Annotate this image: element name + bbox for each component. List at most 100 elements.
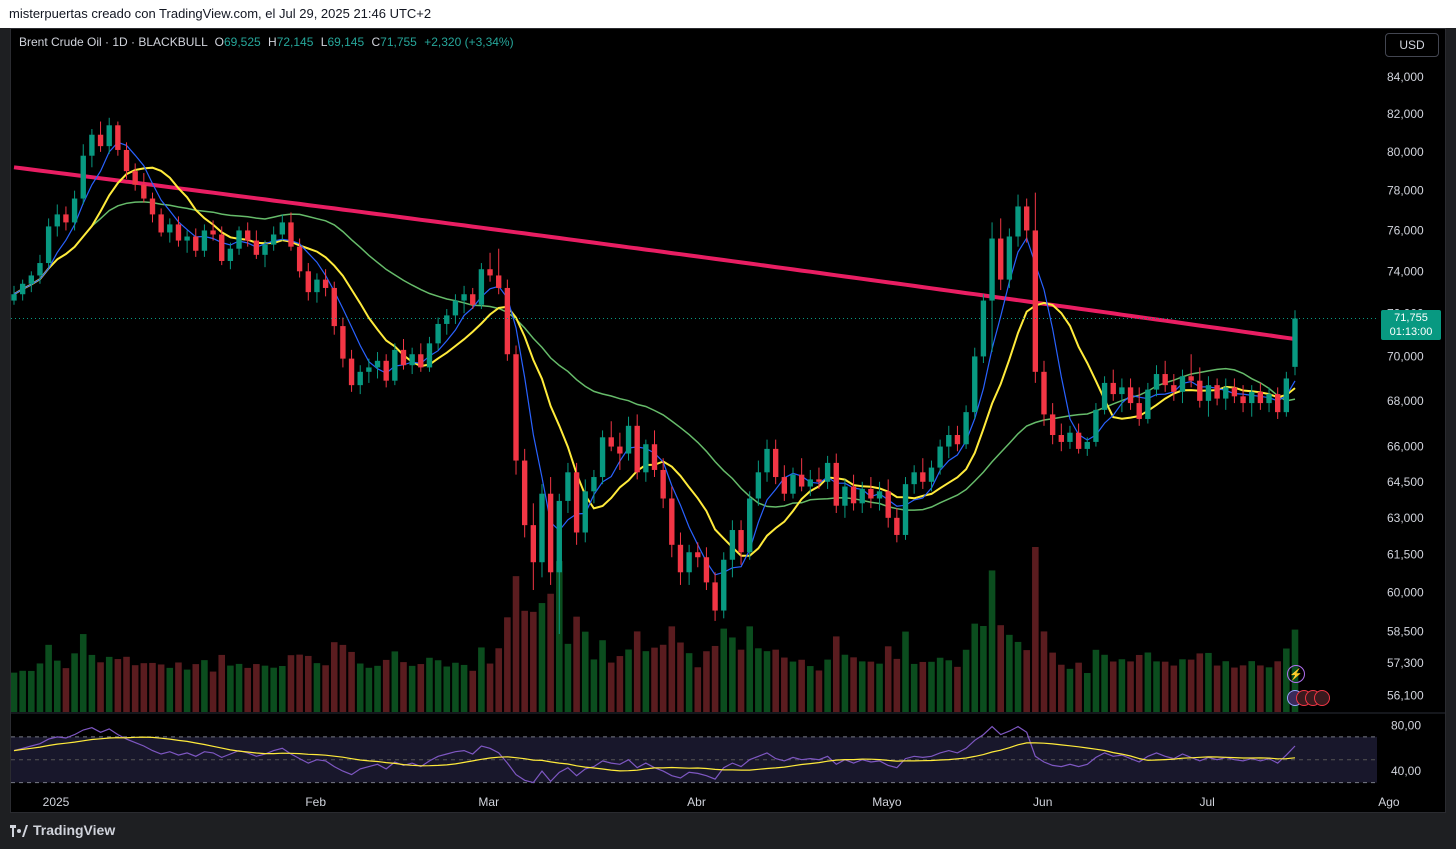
candle-body bbox=[1292, 318, 1298, 367]
candle-body bbox=[954, 435, 961, 445]
candle bbox=[54, 204, 60, 237]
volume-bar bbox=[348, 651, 355, 712]
volume-bar bbox=[287, 655, 295, 712]
candle bbox=[582, 479, 588, 543]
volume-bar bbox=[140, 663, 148, 712]
candle-body bbox=[781, 477, 788, 494]
candle bbox=[461, 285, 467, 314]
candle-body bbox=[1249, 391, 1255, 404]
volume-bar bbox=[642, 651, 650, 712]
candle-body bbox=[314, 279, 320, 293]
candle bbox=[1145, 382, 1151, 424]
candle-body bbox=[496, 275, 502, 288]
rsi-tick-label: 80,00 bbox=[1391, 718, 1421, 732]
candle-body bbox=[426, 343, 433, 368]
x-tick-label: Mar bbox=[478, 795, 499, 809]
volume-bar bbox=[452, 662, 459, 712]
volume-bar bbox=[391, 651, 399, 712]
candle-body bbox=[288, 222, 294, 247]
candle bbox=[963, 405, 969, 449]
candle bbox=[1093, 403, 1099, 447]
volume-bar bbox=[1231, 667, 1238, 712]
economic-events[interactable] bbox=[1287, 690, 1333, 708]
candle-body bbox=[608, 437, 614, 447]
volume-bar bbox=[11, 672, 18, 712]
volume-bar bbox=[980, 626, 987, 712]
volume-bar bbox=[530, 611, 537, 712]
candle bbox=[262, 240, 268, 268]
candle bbox=[132, 163, 138, 191]
candle bbox=[980, 294, 987, 364]
volume-bar bbox=[1014, 641, 1022, 712]
candle-body bbox=[712, 582, 718, 611]
candle bbox=[11, 285, 17, 305]
chart-canvas[interactable]: 84,00082,00080,00078,00076,00074,00072,0… bbox=[11, 29, 1445, 812]
lightning-icon[interactable]: ⚡ bbox=[1287, 665, 1305, 683]
candle bbox=[599, 430, 606, 485]
volume-bar bbox=[547, 593, 554, 712]
chart-pane[interactable]: 84,00082,00080,00078,00076,00074,00072,0… bbox=[10, 28, 1446, 813]
candle-body bbox=[1257, 391, 1264, 404]
candle bbox=[1049, 403, 1056, 445]
volume-bar bbox=[244, 667, 251, 712]
candle-body bbox=[894, 517, 900, 535]
candle bbox=[902, 477, 909, 540]
candle-body bbox=[227, 248, 234, 261]
y-tick-label: 64,500 bbox=[1387, 475, 1424, 489]
currency-button[interactable]: USD bbox=[1385, 33, 1439, 57]
candle-body bbox=[565, 472, 571, 501]
volume-bar bbox=[651, 647, 658, 712]
candle bbox=[236, 226, 242, 255]
candle-body bbox=[547, 493, 554, 573]
ma-slow-line bbox=[13, 201, 1296, 511]
candle bbox=[296, 238, 303, 278]
candle bbox=[972, 347, 978, 419]
candle bbox=[193, 228, 199, 257]
volume-bar bbox=[1205, 652, 1212, 712]
candle-body bbox=[158, 214, 164, 233]
candle bbox=[279, 214, 286, 241]
candle-body bbox=[1223, 387, 1229, 399]
candle-body bbox=[357, 371, 363, 386]
event-marker-icon[interactable] bbox=[1314, 690, 1330, 706]
candle-body bbox=[747, 498, 753, 553]
volume-bar bbox=[469, 670, 477, 712]
candle-body bbox=[946, 435, 952, 447]
candle bbox=[1214, 378, 1220, 406]
candle bbox=[937, 439, 943, 475]
volume-bar bbox=[279, 665, 286, 712]
candle bbox=[80, 144, 86, 205]
candle-body bbox=[582, 491, 588, 533]
candle-body bbox=[1197, 380, 1203, 401]
candle bbox=[824, 455, 831, 489]
volume-bar bbox=[209, 671, 217, 712]
volume-bar bbox=[902, 631, 909, 712]
candle bbox=[868, 477, 874, 509]
candle bbox=[322, 269, 329, 297]
y-tick-label: 70,000 bbox=[1387, 349, 1424, 363]
candle-body bbox=[911, 472, 917, 485]
volume-bar bbox=[1248, 661, 1256, 712]
candle bbox=[1292, 310, 1298, 376]
candle bbox=[409, 347, 415, 375]
volume-bar bbox=[1196, 653, 1204, 712]
watermark-text: misterpuertas creado con TradingView.com… bbox=[9, 6, 432, 21]
candle-body bbox=[219, 234, 225, 261]
volume-bar bbox=[746, 626, 753, 712]
candle-body bbox=[651, 444, 658, 470]
legend-high-label: H bbox=[268, 35, 277, 49]
legend-symbol[interactable]: Brent Crude Oil · 1D · BLACKBULL bbox=[19, 35, 208, 49]
volume-bar bbox=[45, 644, 52, 712]
candle-body bbox=[738, 530, 744, 553]
candle bbox=[201, 224, 208, 257]
candle-body bbox=[859, 488, 865, 504]
candle-body bbox=[279, 222, 286, 235]
candle-body bbox=[824, 462, 831, 482]
candle-body bbox=[184, 236, 190, 241]
y-tick-label: 66,000 bbox=[1387, 440, 1424, 454]
volume-bar bbox=[910, 663, 918, 712]
candle bbox=[392, 343, 398, 386]
candle bbox=[1015, 194, 1021, 247]
volume-bar bbox=[564, 643, 572, 712]
candle-body bbox=[669, 498, 675, 545]
